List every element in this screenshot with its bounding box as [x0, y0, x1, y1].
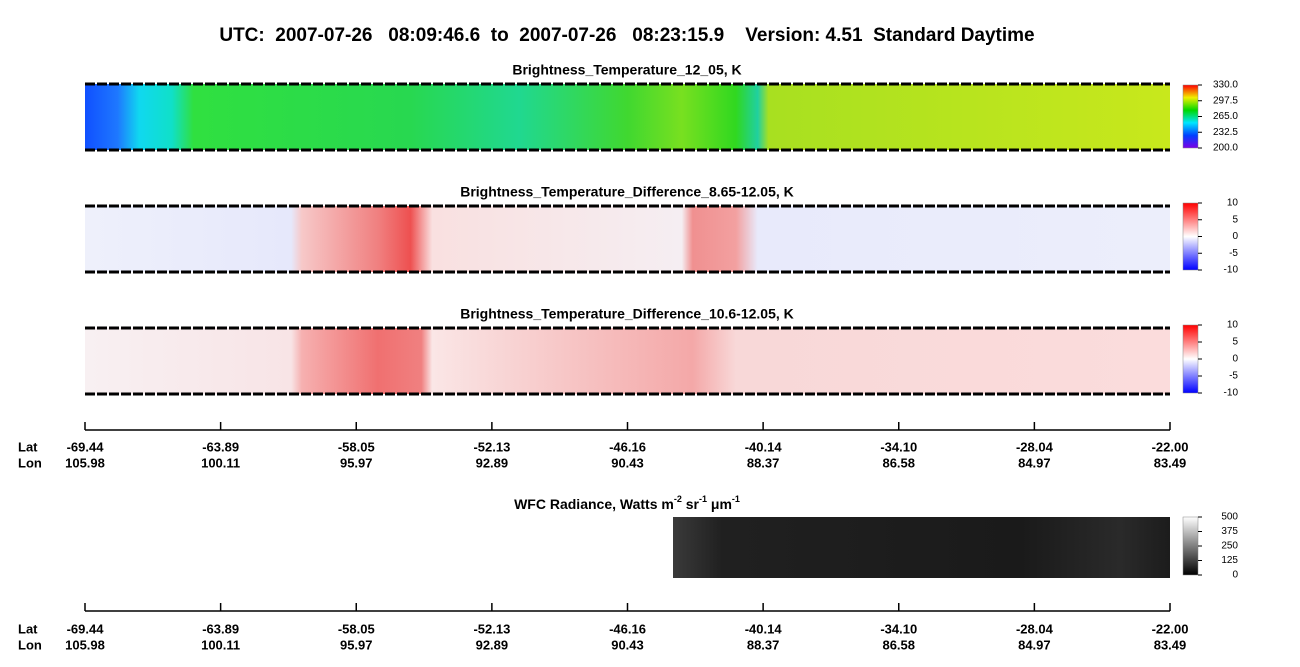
- x-tick-label: 86.58: [882, 455, 915, 470]
- title-part: -1: [699, 494, 707, 504]
- colorbar: [1182, 84, 1199, 149]
- x-tick-label: -58.05: [338, 439, 375, 454]
- colorbar: [1182, 324, 1199, 394]
- x-tick-label: 95.97: [340, 455, 373, 470]
- colorbar-tick-label: 10: [1227, 198, 1239, 209]
- axis-row-name: Lon: [18, 455, 42, 470]
- x-tick-label: 83.49: [1154, 637, 1187, 652]
- x-tick-label: 88.37: [747, 455, 780, 470]
- colorbar-tick-label: -10: [1224, 388, 1239, 399]
- x-tick-label: -22.00: [1152, 621, 1189, 636]
- x-tick-label: -69.44: [67, 621, 105, 636]
- x-tick-label: 92.89: [476, 455, 509, 470]
- main-title: UTC: 2007-07-26 08:09:46.6 to 2007-07-26…: [219, 25, 1034, 46]
- x-tick-label: -40.14: [745, 621, 783, 636]
- x-tick-label: -46.16: [609, 621, 646, 636]
- x-tick-label: 92.89: [476, 637, 509, 652]
- colorbar-tick-label: -5: [1229, 371, 1238, 382]
- title-part: μm: [707, 496, 732, 512]
- colorbar-tick-label: -5: [1229, 248, 1238, 259]
- x-tick-label: -34.10: [880, 439, 917, 454]
- colorbar-tick-label: 297.5: [1213, 95, 1238, 106]
- x-tick-label: 100.11: [201, 455, 240, 470]
- x-tick-label: -46.16: [609, 439, 646, 454]
- panel-title: Brightness_Temperature_Difference_8.65-1…: [460, 184, 794, 200]
- colorbar: [1182, 516, 1199, 576]
- colorbar-tick-label: 125: [1221, 555, 1238, 566]
- x-tick-label: 90.43: [611, 455, 644, 470]
- panel-title: Brightness_Temperature_12_05, K: [512, 62, 741, 78]
- x-tick-label: -69.44: [67, 439, 105, 454]
- colorbar-tick-label: 0: [1232, 570, 1238, 581]
- x-tick-label: -40.14: [745, 439, 783, 454]
- title-part: -1: [732, 494, 740, 504]
- x-tick-label: -58.05: [338, 621, 375, 636]
- x-tick-label: -28.04: [1016, 439, 1054, 454]
- x-tick-label: 86.58: [882, 637, 915, 652]
- colorbar-tick-label: 200.0: [1213, 143, 1238, 154]
- colorbar-tick-label: 10: [1227, 320, 1239, 331]
- colorbar-tick-label: 0: [1232, 231, 1238, 242]
- x-tick-label: 84.97: [1018, 455, 1051, 470]
- x-tick-label: 88.37: [747, 637, 780, 652]
- x-tick-label: 95.97: [340, 637, 373, 652]
- x-tick-label: -63.89: [202, 439, 239, 454]
- axis-row-name: Lat: [18, 439, 38, 454]
- x-tick-label: -52.13: [473, 621, 510, 636]
- heatmap-image: [85, 84, 1170, 150]
- axis-row-name: Lon: [18, 637, 42, 652]
- x-tick-label: 84.97: [1018, 637, 1051, 652]
- heatmap-image: [673, 517, 1170, 578]
- heatmap-image: [85, 206, 1170, 272]
- panel-title: WFC Radiance, Watts m-2 sr-1 μm-1: [514, 494, 740, 511]
- colorbar-tick-label: 250: [1221, 541, 1238, 552]
- panel-title: Brightness_Temperature_Difference_10.6-1…: [460, 306, 794, 322]
- colorbar-tick-label: 375: [1221, 526, 1238, 537]
- axis-row-name: Lat: [18, 621, 38, 636]
- x-tick-label: 90.43: [611, 637, 644, 652]
- x-tick-label: -22.00: [1152, 439, 1189, 454]
- colorbar-tick-label: 232.5: [1213, 127, 1238, 138]
- title-part: -2: [674, 494, 682, 504]
- colorbar: [1182, 202, 1199, 271]
- colorbar-tick-label: 265.0: [1213, 111, 1238, 122]
- colorbar-tick-label: 5: [1232, 214, 1238, 225]
- x-tick-label: -63.89: [202, 621, 239, 636]
- colorbar-tick-label: -10: [1224, 265, 1239, 276]
- heatmap-image: [85, 328, 1170, 394]
- colorbar-tick-label: 500: [1221, 512, 1238, 523]
- colorbar-tick-label: 330.0: [1213, 80, 1238, 91]
- x-tick-label: -28.04: [1016, 621, 1054, 636]
- x-tick-label: 100.11: [201, 637, 240, 652]
- colorbar-tick-label: 0: [1232, 354, 1238, 365]
- title-part: WFC Radiance, Watts m: [514, 496, 674, 512]
- x-tick-label: 83.49: [1154, 455, 1187, 470]
- x-tick-label: 105.98: [65, 637, 105, 652]
- x-tick-label: -34.10: [880, 621, 917, 636]
- x-tick-label: -52.13: [473, 439, 510, 454]
- x-tick-label: 105.98: [65, 455, 105, 470]
- title-part: sr: [682, 496, 700, 512]
- colorbar-tick-label: 5: [1232, 337, 1238, 348]
